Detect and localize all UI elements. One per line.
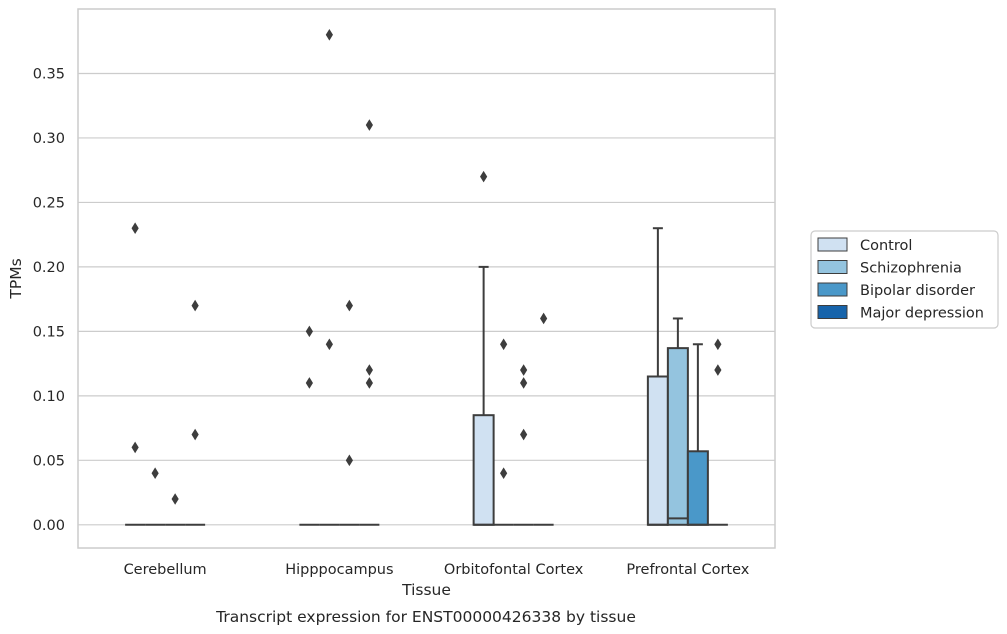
box-bipolar-disorder-cerebellum (165, 493, 186, 526)
box-bipolar-disorder-prefrontal-cortex (686, 343, 709, 526)
box-control-cerebellum (125, 222, 146, 526)
outlier-point (191, 299, 199, 312)
y-tick-label: 0.25 (33, 195, 65, 211)
box-body (666, 347, 689, 526)
y-tick-labels: 0.00 0.05 0.10 0.15 0.20 0.25 0.30 0.35 (33, 66, 65, 533)
box-schizophrenia-orbitofontal-cortex (493, 338, 514, 526)
outlier-point (520, 364, 528, 376)
y-axis-label: TPMs (7, 258, 25, 299)
box-major-depression-orbitofontal-cortex (533, 312, 554, 526)
plot-frame (77, 8, 776, 549)
legend-label: Schizophrenia (860, 261, 962, 277)
outlier-point (520, 377, 528, 389)
legend-label: Bipolar disorder (860, 283, 975, 299)
legend-swatch (817, 282, 848, 297)
y-tick-label: 0.15 (33, 324, 65, 340)
outlier-point (500, 338, 508, 351)
box-major-depression-hipppocampus (359, 119, 380, 526)
box-schizophrenia-cerebellum (145, 467, 166, 526)
box-body (646, 375, 669, 526)
x-tick-label: Prefrontal Cortex (626, 562, 749, 578)
outlier-point (500, 467, 508, 480)
outlier-point (345, 299, 353, 312)
outlier-point (540, 312, 548, 325)
y-tick-label: 0.20 (33, 260, 65, 276)
legend-swatch (817, 305, 848, 319)
box-control-hipppocampus (299, 325, 320, 526)
legend-entry-control: Control (817, 237, 912, 254)
legend-entry-major-depression: Major depression (817, 305, 984, 322)
box-major-depression-cerebellum (185, 299, 206, 526)
grid-lines (78, 72, 775, 526)
y-tick-label: 0.05 (33, 453, 65, 469)
outlier-point (131, 222, 139, 235)
outlier-point (520, 428, 528, 441)
box-body (686, 450, 709, 526)
outlier-point (714, 364, 722, 376)
legend-label: Major depression (860, 306, 984, 322)
outlier-point (365, 377, 373, 389)
x-tick-label: Orbitofontal Cortex (444, 562, 584, 578)
outlier-point (480, 170, 488, 183)
chart-title: Transcript expression for ENST0000042633… (215, 608, 636, 626)
outlier-point (345, 454, 353, 467)
box-schizophrenia-prefrontal-cortex (666, 317, 689, 526)
box-body (472, 414, 495, 526)
box-bipolar-disorder-orbitofontal-cortex (513, 364, 534, 526)
legend-swatch (817, 260, 848, 274)
outlier-point (305, 325, 313, 338)
legend-frame (810, 230, 999, 329)
outlier-point (365, 364, 373, 376)
box-major-depression-prefrontal-cortex (707, 338, 728, 526)
box-control-prefrontal-cortex (646, 227, 669, 526)
outlier-point (365, 119, 373, 131)
legend-entry-schizophrenia: Schizophrenia (817, 260, 962, 277)
x-axis-label: Tissue (401, 581, 451, 599)
y-tick-label: 0.10 (33, 389, 65, 405)
legend: Control Schizophrenia Bipolar disorder Majo… (810, 230, 999, 329)
y-tick-label: 0.35 (33, 66, 65, 82)
outlier-point (325, 28, 333, 41)
x-tick-label: Hipppocampus (285, 562, 393, 578)
box-control-orbitofontal-cortex (472, 170, 495, 526)
legend-entry-bipolar-disorder: Bipolar disorder (817, 282, 975, 299)
outlier-point (325, 338, 333, 351)
y-tick-label: 0.00 (33, 518, 65, 534)
plot-area (125, 28, 728, 526)
outlier-point (191, 428, 199, 441)
legend-swatch (817, 237, 848, 252)
x-tick-label: Cerebellum (124, 562, 207, 578)
box-schizophrenia-hipppocampus (319, 28, 340, 526)
legend-label: Control (860, 238, 912, 254)
outlier-point (305, 377, 313, 389)
outlier-point (714, 338, 722, 351)
outlier-point (131, 441, 139, 454)
outlier-point (171, 493, 179, 505)
y-tick-label: 0.30 (33, 131, 65, 147)
box-bipolar-disorder-hipppocampus (339, 299, 360, 526)
x-tick-labels: Cerebellum Hipppocampus Orbitofontal Corte… (124, 562, 750, 578)
outlier-point (151, 467, 159, 480)
